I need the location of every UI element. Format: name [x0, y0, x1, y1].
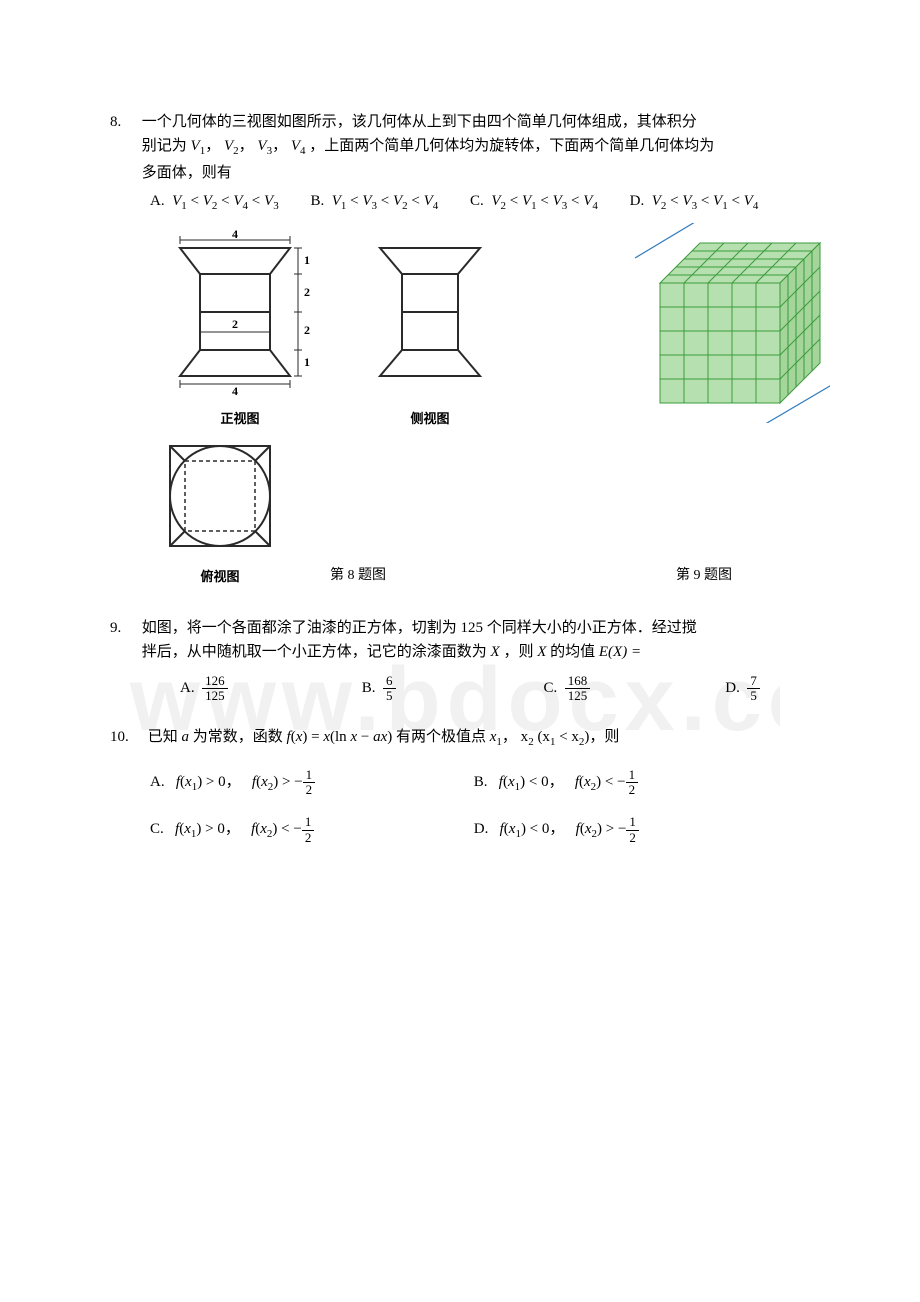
q8-side-view: 侧视图 — [370, 228, 490, 430]
question-8: 8. 一个几何体的三视图如图所示，该几何体从上到下由四个简单几何体组成，其体积分… — [110, 110, 830, 588]
q8-caption: 第 8 题图 — [330, 565, 386, 587]
q9-line1: 如图，将一个各面都涂了油漆的正方体，切割为 125 个同样大小的小正方体．经过搅 — [142, 620, 697, 636]
top-view-label: 俯视图 — [160, 567, 280, 588]
q9-cube-figure — [630, 223, 830, 430]
q10-d-hn: 1 — [626, 815, 639, 830]
question-9: 9. 如图，将一个各面都涂了油漆的正方体，切割为 125 个同样大小的小正方体．… — [110, 616, 830, 704]
q8-line2b: ，上面两个简单几何体均为旋转体，下面两个简单几何体均为 — [309, 138, 714, 154]
q10-p: (x — [534, 729, 550, 745]
svg-text:4: 4 — [232, 228, 238, 241]
q10-b-label: B. — [474, 774, 488, 790]
q9-stem: 如图，将一个各面都涂了油漆的正方体，切割为 125 个同样大小的小正方体．经过搅… — [142, 616, 822, 664]
question-10: 10. 已知 a 为常数，函数 f(x) = x(ln x − ax) 有两个极… — [110, 725, 830, 845]
q8-options: A. V1 < V2 < V4 < V3 B. V1 < V3 < V2 < V… — [150, 189, 830, 216]
q10-opt-b: B. f(x1) < 0， f(x2) < −12 — [474, 768, 794, 798]
q9-t2: 的均值 — [550, 644, 599, 660]
q10-a-hd: 2 — [303, 783, 316, 797]
q10-c-label: C. — [150, 822, 164, 838]
q8-opt-d: D. V2 < V3 < V1 < V4 — [630, 189, 759, 216]
q8-opt-a-label: A. — [150, 193, 165, 209]
q10-opt-a: A. f(x1) > 0， f(x2) > −12 — [150, 768, 470, 798]
svg-text:2: 2 — [304, 323, 310, 337]
q9-opt-b: B. 65 — [362, 674, 512, 704]
q8-number: 8. — [110, 110, 138, 134]
q8-opt-b-label: B. — [310, 193, 324, 209]
q8-line1: 一个几何体的三视图如图所示，该几何体从上到下由四个简单几何体组成，其体积分 — [142, 114, 697, 130]
q8-v3s: 3 — [267, 145, 273, 157]
q8-v3: V — [257, 138, 266, 154]
q9-d-num: 7 — [747, 674, 760, 689]
svg-text:1: 1 — [304, 253, 310, 267]
q8-opt-d-label: D. — [630, 193, 645, 209]
q8-v1: V — [191, 138, 200, 154]
q8-v1s: 1 — [200, 145, 206, 157]
q8-v2: V — [224, 138, 233, 154]
q10-a-hn: 1 — [303, 768, 316, 783]
q8-v2s: 2 — [233, 145, 239, 157]
q9-opt-a: A. 126125 — [180, 674, 330, 704]
q8-opt-b: B. V1 < V3 < V2 < V4 — [310, 189, 438, 216]
q9-line2: 拌后，从中随机取一个小正方体，记它的涂漆面数为 — [142, 644, 491, 660]
q8-fig-row1: 4 4 2 1 2 2 1 正视图 侧视图 — [160, 223, 830, 430]
q10-b-hd: 2 — [626, 783, 639, 797]
q9-b-num: 6 — [383, 674, 396, 689]
svg-text:1: 1 — [304, 355, 310, 369]
q9-a-num: 126 — [202, 674, 228, 689]
q8-top-view: 俯视图 — [160, 436, 280, 588]
q9-options: A. 126125 B. 65 C. 168125 D. 75 — [180, 674, 830, 704]
q9-c-den: 125 — [565, 689, 591, 703]
q10-c-hd: 2 — [302, 831, 315, 845]
q8-v4: V — [291, 138, 300, 154]
q9-b-den: 5 — [383, 689, 396, 703]
side-view-label: 侧视图 — [370, 409, 490, 430]
q8-opt-a: A. V1 < V2 < V4 < V3 — [150, 189, 279, 216]
q8-opt-c-label: C. — [470, 193, 484, 209]
q8-fig-row2: 俯视图 第 8 题图 第 9 题图 — [160, 436, 830, 588]
q10-c-hn: 1 — [302, 815, 315, 830]
q10-d-hd: 2 — [626, 831, 639, 845]
q9-d-label: D. — [725, 680, 740, 696]
q8-line3: 多面体，则有 — [142, 165, 232, 181]
q8-stem: 一个几何体的三视图如图所示，该几何体从上到下由四个简单几何体组成，其体积分 别记… — [142, 110, 822, 185]
q10-b-hn: 1 — [626, 768, 639, 783]
q10-opt-d: D. f(x1) < 0， f(x2) > −12 — [474, 815, 794, 845]
q9-eq: E(X) = — [599, 644, 641, 660]
q10-line: 已知 a 为常数，函数 f(x) = x(ln x − ax) 有两个极值点 x… — [148, 729, 620, 745]
q9-caption: 第 9 题图 — [676, 565, 732, 587]
q9-opt-c: C. 168125 — [544, 674, 694, 704]
q10-options-row2: C. f(x1) > 0， f(x2) < −12 D. f(x1) < 0， … — [150, 815, 830, 845]
svg-text:4: 4 — [232, 384, 238, 398]
q8-v4s: 4 — [300, 145, 306, 157]
svg-text:2: 2 — [304, 285, 310, 299]
q10-lt: < x — [555, 729, 578, 745]
q9-c-label: C. — [544, 680, 558, 696]
q10-options-row1: A. f(x1) > 0， f(x2) > −12 B. f(x1) < 0， … — [150, 768, 830, 798]
q9-t1: ，则 — [503, 644, 537, 660]
q8-front-view: 4 4 2 1 2 2 1 正视图 — [160, 228, 320, 430]
q10-number: 10. — [110, 725, 144, 749]
q10-d-label: D. — [474, 822, 489, 838]
q10-mid: ， x — [502, 729, 528, 745]
front-view-label: 正视图 — [160, 409, 320, 430]
q9-b-label: B. — [362, 680, 376, 696]
q10-end: )，则 — [584, 729, 619, 745]
q9-opt-d: D. 75 — [725, 674, 760, 704]
q10-a-label: A. — [150, 774, 165, 790]
q10-stem: 已知 a 为常数，函数 f(x) = x(ln x − ax) 有两个极值点 x… — [148, 725, 818, 752]
svg-text:2: 2 — [232, 317, 238, 331]
q9-c-num: 168 — [565, 674, 591, 689]
q9-d-den: 5 — [747, 689, 760, 703]
q10-opt-c: C. f(x1) > 0， f(x2) < −12 — [150, 815, 470, 845]
q9-a-label: A. — [180, 680, 195, 696]
q8-line2a: 别记为 — [142, 138, 187, 154]
q9-number: 9. — [110, 616, 138, 640]
q8-opt-c: C. V2 < V1 < V3 < V4 — [470, 189, 598, 216]
q9-a-den: 125 — [202, 689, 228, 703]
